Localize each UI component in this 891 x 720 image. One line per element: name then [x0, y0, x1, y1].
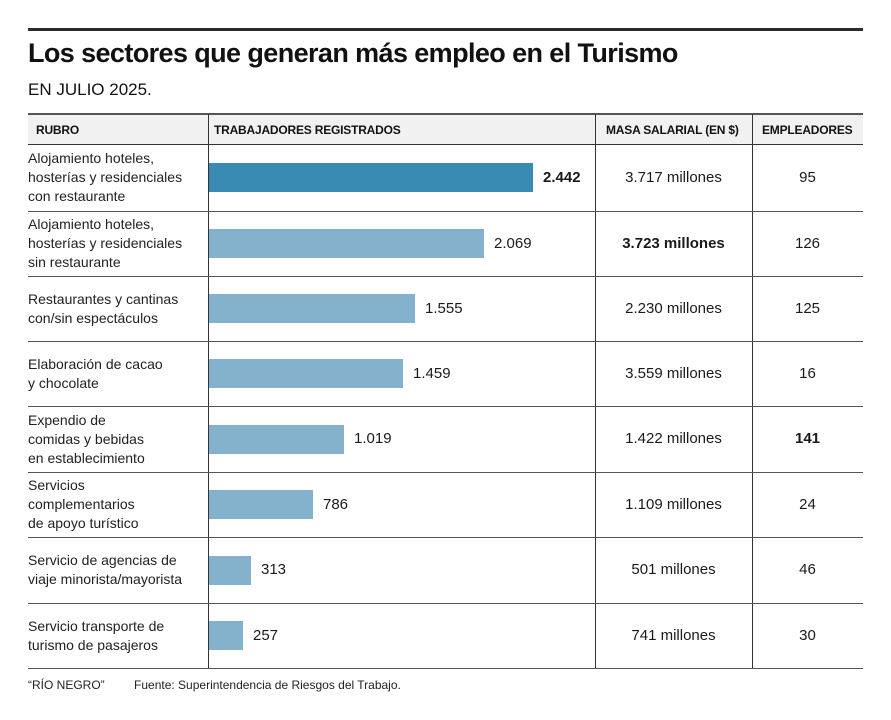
table-row: Restaurantes y cantinas con/sin espectác…: [28, 276, 863, 342]
masa-salarial-cell: 3.717 millones: [625, 169, 722, 186]
column-divider: [208, 114, 209, 669]
bar: [209, 229, 484, 258]
bar-value-label: 2.442: [543, 169, 581, 186]
masa-salarial-cell: 2.230 millones: [625, 300, 722, 317]
rubro-label: Alojamiento hoteles, hosterías y residen…: [28, 150, 183, 204]
rubro-label: Servicio de agencias de viaje minorista/…: [28, 552, 183, 587]
rubro-label: Servicio transporte de turismo de pasaje…: [28, 618, 165, 653]
footer: “RÍO NEGRO” Fuente: Superintendencia de …: [28, 678, 427, 692]
masa-salarial-cell: 3.559 millones: [625, 365, 722, 382]
masa-salarial-cell: 1.109 millones: [625, 496, 722, 513]
chart-title: Los sectores que generan más empleo en e…: [28, 38, 678, 68]
rubro-label: Servicios complementarios de apoyo turís…: [28, 477, 139, 531]
bar: [209, 621, 243, 650]
empleadores-cell: 126: [794, 235, 821, 252]
empleadores-cell: 95: [799, 169, 816, 186]
footer-source: Fuente: Superintendencia de Riesgos del …: [134, 678, 401, 692]
bar: [209, 425, 344, 454]
masa-salarial-cell: 501 millones: [631, 561, 716, 578]
bar: [209, 556, 251, 585]
rubro-label: Restaurantes y cantinas con/sin espectác…: [28, 291, 179, 326]
top-rule: [28, 28, 863, 31]
header-rubro: RUBRO: [36, 123, 79, 137]
table-row: Alojamiento hoteles, hosterías y residen…: [28, 144, 863, 212]
bar: [209, 490, 313, 519]
bar-value-label: 2.069: [494, 235, 532, 252]
table-row: Servicio de agencias de viaje minorista/…: [28, 537, 863, 604]
table-row: Elaboración de cacao y chocolate 1.459 3.5…: [28, 341, 863, 407]
table-header: RUBRO TRABAJADORES REGISTRADOS MASA SALA…: [28, 113, 863, 145]
bar-value-label: 1.459: [413, 365, 451, 382]
empleadores-cell: 46: [799, 561, 816, 578]
header-empleadores: EMPLEADORES: [762, 123, 853, 137]
bar-value-label: 1.019: [354, 430, 392, 447]
column-divider: [752, 114, 753, 669]
bar-value-label: 257: [253, 627, 279, 644]
table-row: Servicios complementarios de apoyo turís…: [28, 472, 863, 538]
empleadores-cell: 24: [799, 496, 816, 513]
empleadores-cell: 125: [794, 300, 821, 317]
bar: [209, 163, 533, 192]
masa-salarial-cell: 1.422 millones: [625, 430, 722, 447]
bar-value-label: 1.555: [425, 300, 463, 317]
table-row: Servicio transporte de turismo de pasaje…: [28, 603, 863, 669]
table-row: Alojamiento hoteles, hosterías y residen…: [28, 211, 863, 277]
rubro-label: Elaboración de cacao y chocolate: [28, 356, 163, 391]
empleadores-cell: 30: [799, 627, 816, 644]
column-divider: [595, 114, 596, 669]
empleadores-cell: 141: [794, 430, 821, 447]
header-masa: MASA SALARIAL (EN $): [606, 123, 739, 137]
empleadores-cell: 16: [799, 365, 816, 382]
masa-salarial-cell: 741 millones: [631, 627, 716, 644]
rubro-label: Expendio de comidas y bebidas en estable…: [28, 412, 145, 466]
footer-credit: “RÍO NEGRO”: [28, 678, 105, 692]
masa-salarial-cell: 3.723 millones: [622, 235, 725, 252]
bar-value-label: 313: [261, 561, 287, 578]
table-row: Expendio de comidas y bebidas en estable…: [28, 406, 863, 473]
header-trabajadores: TRABAJADORES REGISTRADOS: [214, 123, 401, 137]
bar: [209, 294, 415, 323]
bar-value-label: 786: [323, 496, 349, 513]
rubro-label: Alojamiento hoteles, hosterías y residen…: [28, 216, 183, 270]
bar: [209, 359, 403, 388]
chart-subtitle: EN JULIO 2025.: [28, 80, 152, 99]
